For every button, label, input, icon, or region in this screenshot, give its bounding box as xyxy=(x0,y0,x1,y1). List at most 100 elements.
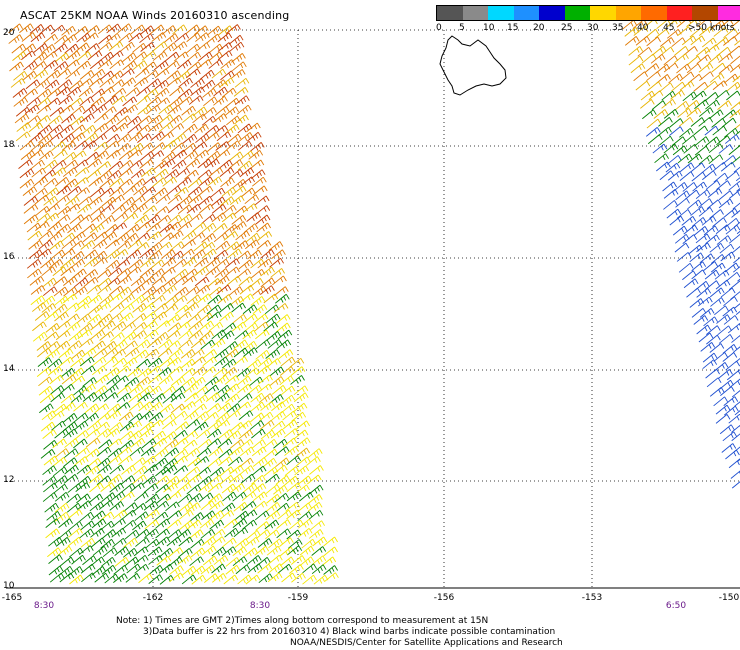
wind-barb xyxy=(715,224,731,235)
lon-label-150w: -150 xyxy=(718,593,740,603)
wind-barb xyxy=(728,458,740,469)
wind-barb xyxy=(93,385,108,396)
wind-barb xyxy=(201,366,217,377)
wind-barb xyxy=(716,235,732,245)
wind-barb xyxy=(162,431,178,441)
wind-barb xyxy=(38,385,54,396)
wind-barb xyxy=(736,230,740,235)
wind-barb xyxy=(168,348,184,359)
wind-barb xyxy=(120,41,135,52)
wind-barb xyxy=(141,438,157,449)
wind-barb xyxy=(28,249,44,260)
wind-barb xyxy=(69,214,85,224)
wind-barb xyxy=(78,78,94,88)
wind-barb xyxy=(291,411,307,422)
wind-barb xyxy=(246,131,262,142)
wind-barb xyxy=(72,286,88,297)
wind-barb xyxy=(231,61,247,72)
wind-barb xyxy=(115,232,130,243)
hawaii-island-coastline xyxy=(439,35,507,96)
wind-barb xyxy=(323,546,338,557)
wind-barb xyxy=(139,33,154,44)
wind-barb xyxy=(89,501,105,512)
wind-barb xyxy=(324,572,339,583)
legend-swatch xyxy=(641,6,667,20)
wind-barb xyxy=(250,392,265,403)
wind-barb xyxy=(211,212,227,223)
wind-barb xyxy=(185,286,200,296)
legend-label: 10 xyxy=(483,23,495,33)
wind-barb xyxy=(78,338,94,349)
wind-barb xyxy=(38,133,53,144)
wind-barb xyxy=(711,62,727,73)
wind-barb xyxy=(80,563,96,574)
wind-barb xyxy=(172,41,188,52)
wind-barb xyxy=(277,509,293,520)
wind-barb xyxy=(197,475,213,486)
wind-barb xyxy=(26,97,41,107)
wind-barb xyxy=(88,304,104,315)
wind-barb xyxy=(66,86,82,97)
wind-barb xyxy=(213,86,228,97)
wind-barb xyxy=(236,401,252,412)
wind-barb xyxy=(698,107,714,117)
wind-barb xyxy=(162,176,178,187)
wind-barb xyxy=(147,374,163,385)
wind-barb xyxy=(76,60,91,71)
wind-barb xyxy=(730,470,740,479)
wind-barb xyxy=(170,376,186,387)
wind-barb xyxy=(226,24,241,34)
wind-barb xyxy=(56,185,71,196)
wind-barb xyxy=(52,457,68,467)
wind-barb xyxy=(83,269,99,279)
wind-barb xyxy=(244,536,260,547)
wind-barb xyxy=(218,429,234,439)
wind-barb xyxy=(237,140,253,151)
wind-barb xyxy=(186,51,202,62)
wind-barb xyxy=(106,403,122,414)
wind-barb xyxy=(82,555,97,566)
wind-barb xyxy=(118,411,134,422)
wind-barb xyxy=(234,538,250,549)
wind-barb xyxy=(35,221,50,231)
wind-barb xyxy=(35,78,51,89)
wind-barb xyxy=(106,32,121,43)
wind-barb xyxy=(265,484,281,494)
wind-barb xyxy=(699,71,714,82)
wind-barb xyxy=(70,258,86,269)
wind-barb xyxy=(255,349,271,360)
wind-barb xyxy=(199,176,214,187)
wind-barb xyxy=(675,197,690,208)
wind-barb xyxy=(252,491,268,502)
wind-barb xyxy=(713,396,728,407)
wind-barb xyxy=(698,206,714,217)
wind-barb xyxy=(197,59,212,69)
wind-barb xyxy=(124,377,140,387)
wind-barb xyxy=(172,149,188,160)
wind-barb xyxy=(219,77,235,88)
wind-barb xyxy=(27,268,42,279)
wind-barb xyxy=(48,259,64,269)
wind-barb xyxy=(104,115,120,126)
wind-barb xyxy=(280,356,296,367)
wind-barb xyxy=(206,428,222,439)
wind-barb xyxy=(32,60,48,71)
wind-barb xyxy=(109,285,124,296)
wind-barb xyxy=(99,331,114,341)
wind-barb xyxy=(185,447,201,458)
wind-barb xyxy=(125,223,141,234)
wind-barb xyxy=(71,554,86,565)
wind-barb xyxy=(191,574,207,585)
wind-barb xyxy=(216,131,232,142)
wind-barb xyxy=(679,162,695,173)
wind-barb xyxy=(97,170,113,180)
wind-barb xyxy=(191,376,206,387)
wind-barb xyxy=(732,75,740,83)
wind-barb xyxy=(185,466,201,477)
wind-barb xyxy=(153,160,169,170)
wind-barb xyxy=(40,44,56,54)
wind-barb xyxy=(242,329,257,340)
wind-barb xyxy=(681,35,697,46)
wind-barb xyxy=(238,429,254,440)
wind-barb xyxy=(201,233,216,243)
